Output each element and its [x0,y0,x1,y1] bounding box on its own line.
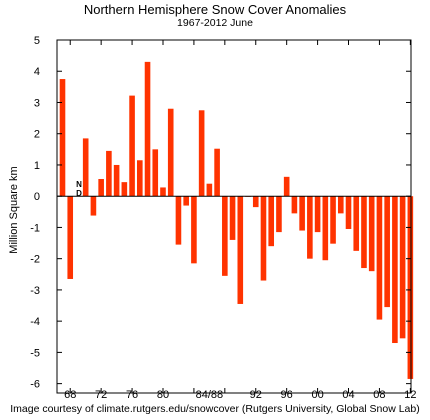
bar-1980 [160,187,166,197]
x-tick-label: 68 [64,389,76,401]
bar-2011 [399,196,406,339]
y-tick-label: -5 [30,347,40,359]
axes-group: 5 4 3 2 1 0 -1 -2 -3 -4 -5 -6 68 72 76 80 84/88 92 96 00 04 0… [30,35,416,401]
bar-1979 [152,149,159,197]
bar-1998 [299,196,305,231]
bar-2010 [392,196,398,344]
bar-1988 [222,196,228,276]
bar-1997 [291,196,298,214]
bar-1972 [98,179,104,197]
bar-1981 [167,108,174,197]
bar-1993 [260,196,267,281]
x-tick-label: 80 [157,389,169,401]
y-tick-label: -6 [30,379,40,391]
y-tick-label: -3 [30,285,40,297]
missing-data-note: N [76,180,82,189]
y-tick-label: -1 [30,222,40,234]
bar-1967 [59,79,66,197]
bar-1990 [237,196,244,304]
bar-1974 [113,164,120,197]
x-tick-label: 72 [95,389,107,401]
bar-1975 [121,182,128,197]
x-tick-label: 96 [281,389,293,401]
bar-1999 [307,196,313,259]
plot-frame [56,39,412,394]
x-tick-label: 84/88 [196,389,224,401]
bar-1984 [191,196,197,264]
missing-data-note: D [76,189,82,198]
bar-1968 [67,196,74,279]
bar-2009 [384,196,390,308]
bar-2006 [361,196,367,269]
chart-subtitle: 1967-2012 June [177,17,253,29]
y-axis-label: Million Square km [8,166,20,253]
y-tick-label: -4 [30,316,40,328]
x-tick-label: 12 [404,389,416,401]
y-tick-label: -2 [30,254,40,266]
bar-2000 [314,196,321,233]
y-tick-label: 5 [34,35,40,47]
bar-1987 [214,148,220,197]
bar-1994 [268,196,275,247]
bar-1970 [82,138,89,197]
bar-2008 [376,196,383,320]
bar-1977 [137,160,143,197]
image-credit: Image courtesy of climate.rutgers.edu/sn… [10,403,420,415]
bar-1978 [144,61,151,197]
y-tick-label: 1 [34,160,40,172]
bar-2001 [322,196,329,261]
bar-1985 [198,110,205,197]
bar-1973 [106,150,112,197]
x-tick-label: 00 [311,389,323,401]
bar-2007 [368,196,375,272]
bar-1995 [276,196,282,233]
chart-title: Northern Hemisphere Snow Cover Anomalies [83,2,347,17]
bar-2004 [345,196,352,229]
bar-2012 [407,196,414,379]
bar-1996 [283,176,290,197]
x-tick-label: 76 [126,389,138,401]
bar-1986 [206,183,213,197]
bar-1992 [252,196,259,208]
y-tick-label: 4 [34,66,40,78]
y-tick-label: 0 [34,191,40,203]
bar-1983 [183,196,189,206]
bar-1976 [129,95,135,197]
bars-group [59,61,414,379]
bar-1989 [229,196,236,240]
bar-2005 [353,196,360,251]
x-tick-label: 04 [342,389,354,401]
x-tick-label: 08 [373,389,385,401]
bar-2002 [330,196,336,244]
bar-2003 [337,196,344,214]
bar-1982 [175,196,182,245]
x-tick-label: 92 [250,389,262,401]
y-tick-label: 2 [34,129,40,141]
bar-1971 [90,196,97,216]
y-tick-label: 3 [34,97,40,109]
